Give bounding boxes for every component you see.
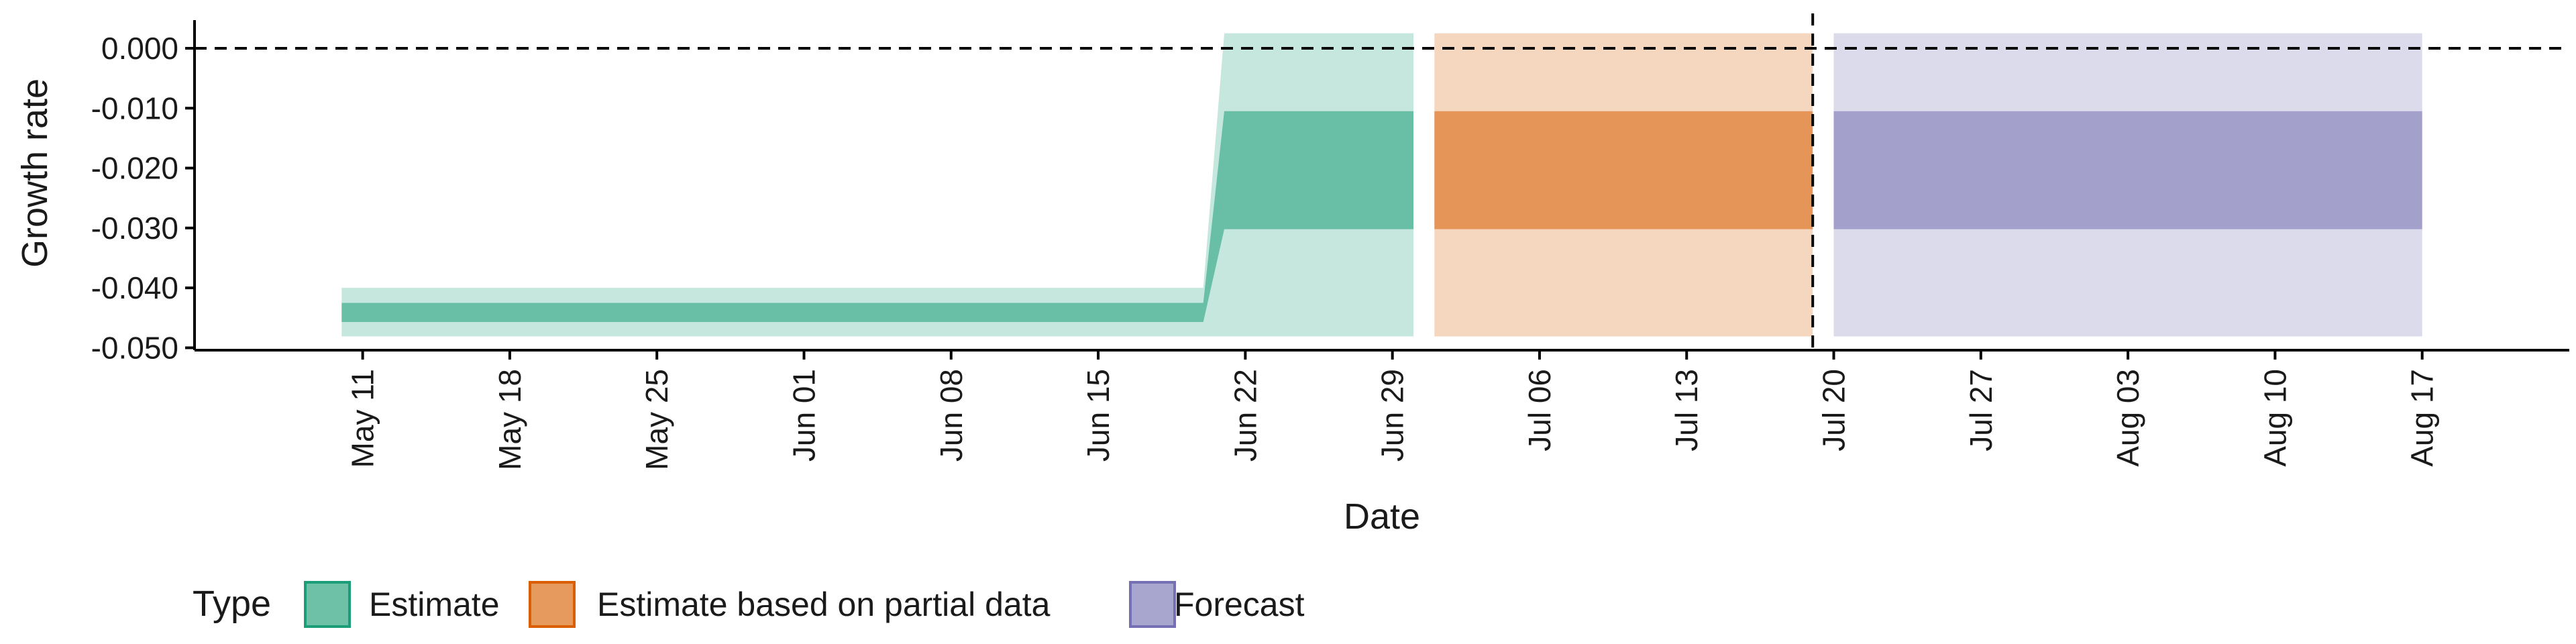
y-tick-label: -0.020 bbox=[91, 151, 178, 186]
reference-lines bbox=[195, 13, 2569, 350]
band-50-estimate bbox=[341, 111, 1413, 322]
x-tick-label: Jun 08 bbox=[934, 369, 969, 462]
x-tick-label: Jun 29 bbox=[1375, 369, 1410, 462]
legend-title: Type bbox=[193, 584, 271, 624]
series-forecast bbox=[1833, 33, 2422, 337]
legend-key-estimate bbox=[304, 581, 351, 628]
x-tick-label: May 25 bbox=[639, 369, 674, 470]
x-tick-label: Aug 10 bbox=[2257, 369, 2292, 467]
x-tick-label: Jun 15 bbox=[1081, 369, 1116, 462]
y-tick-label: 0.000 bbox=[101, 31, 178, 66]
x-axis-title: Date bbox=[1344, 496, 1420, 537]
x-tick-label: May 18 bbox=[492, 369, 527, 470]
x-tick-label: May 11 bbox=[345, 369, 380, 468]
legend-label-estimate: Estimate bbox=[369, 586, 500, 623]
x-tick-label: Jun 22 bbox=[1228, 369, 1263, 462]
band-layer bbox=[341, 33, 2422, 337]
series-estimate-based-on-partial-data bbox=[1434, 33, 1813, 337]
band-50-estimate-based-on-partial-data bbox=[1434, 111, 1813, 229]
legend-key-estimate-based-on-partial-data bbox=[529, 581, 576, 628]
y-tick-label: -0.050 bbox=[91, 330, 178, 365]
legend-label-forecast: Forecast bbox=[1174, 586, 1305, 623]
x-tick-label: Jul 20 bbox=[1817, 369, 1851, 451]
axes: 0.000 -0.010 -0.020 -0.030 -0.040 -0.050 May 1… bbox=[91, 20, 2569, 470]
legend: Type Estimate Estimate based on partial d… bbox=[193, 581, 1305, 628]
legend-label-estimate-based-on-partial-data: Estimate based on partial data bbox=[597, 586, 1051, 623]
x-tick-label: Aug 17 bbox=[2405, 369, 2440, 467]
y-axis-title: Growth rate bbox=[15, 78, 55, 268]
x-tick-label: Jun 01 bbox=[786, 369, 821, 462]
y-tick-label: -0.040 bbox=[91, 270, 178, 305]
y-tick-label: -0.010 bbox=[91, 91, 178, 125]
x-tick-label: Jul 13 bbox=[1669, 369, 1704, 451]
series-estimate bbox=[341, 33, 1413, 337]
legend-key-forecast bbox=[1129, 581, 1176, 628]
x-tick-label: Jul 06 bbox=[1522, 369, 1557, 451]
band-50-forecast bbox=[1833, 111, 2422, 229]
x-tick-label: Jul 27 bbox=[1964, 369, 1998, 451]
x-tick-label: Aug 03 bbox=[2110, 369, 2145, 467]
y-tick-label: -0.030 bbox=[91, 211, 178, 246]
